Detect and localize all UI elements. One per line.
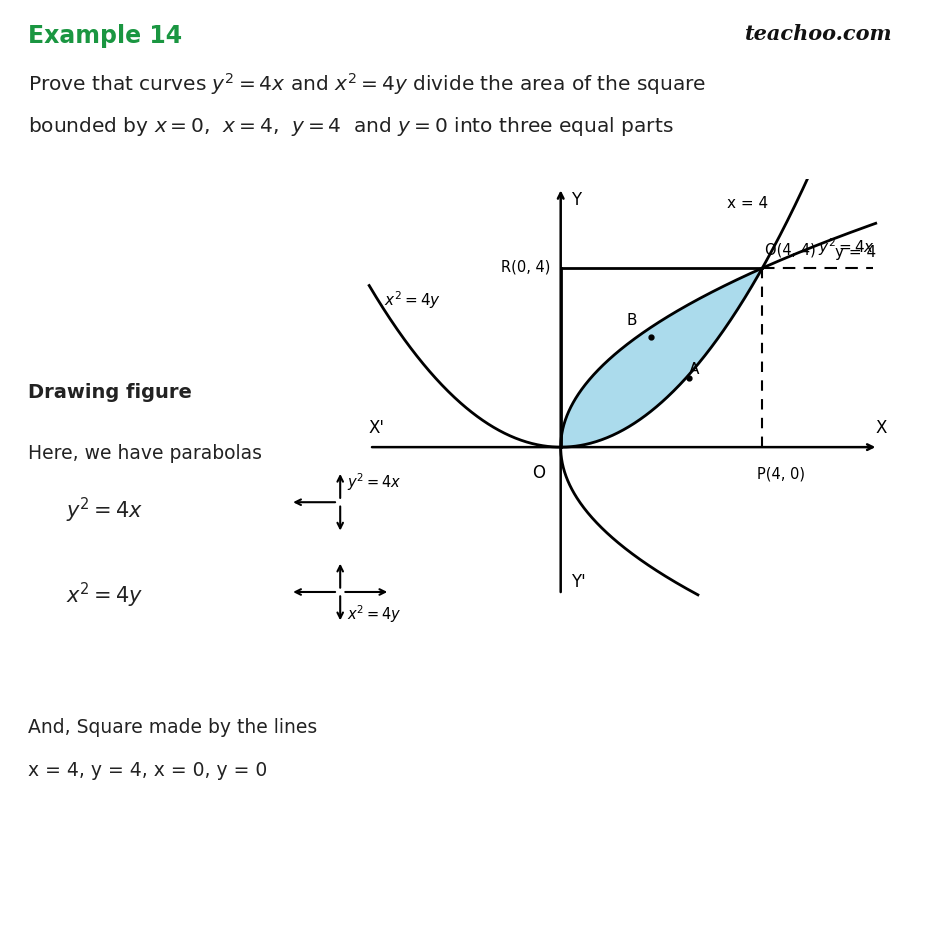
Text: $y^2 = 4x$: $y^2 = 4x$ [817, 236, 874, 258]
Text: Y': Y' [570, 573, 585, 591]
Text: O: O [532, 464, 545, 481]
Text: Example 14: Example 14 [28, 24, 182, 47]
Text: $x^2 = 4y$: $x^2 = 4y$ [384, 289, 441, 311]
Text: $x^2 = 4y$: $x^2 = 4y$ [346, 603, 401, 624]
Text: P(4, 0): P(4, 0) [756, 465, 804, 480]
Text: Drawing figure: Drawing figure [28, 382, 192, 401]
Text: y = 4: y = 4 [834, 244, 875, 260]
Text: And, Square made by the lines: And, Square made by the lines [28, 717, 317, 736]
Text: $y^2 = 4x$: $y^2 = 4x$ [66, 496, 143, 525]
Text: R(0, 4): R(0, 4) [500, 259, 550, 274]
Text: $y^2 = 4x$: $y^2 = 4x$ [346, 471, 401, 492]
Text: Here, we have parabolas: Here, we have parabolas [28, 444, 262, 463]
Text: X: X [874, 418, 885, 436]
Text: bounded by $x = 0$,  $x = 4$,  $y = 4$  and $y = 0$ into three equal parts: bounded by $x = 0$, $x = 4$, $y = 4$ and… [28, 115, 673, 138]
Text: Y: Y [570, 191, 581, 209]
Text: B: B [625, 312, 636, 328]
Text: X': X' [368, 418, 384, 436]
Text: x = 4, y = 4, x = 0, y = 0: x = 4, y = 4, x = 0, y = 0 [28, 760, 267, 779]
Text: O(4, 4): O(4, 4) [764, 243, 815, 258]
Text: Prove that curves $y^2 = 4x$ and $x^2 = 4y$ divide the area of the square: Prove that curves $y^2 = 4x$ and $x^2 = … [28, 71, 706, 96]
Text: A: A [688, 362, 699, 377]
Text: $x^2 = 4y$: $x^2 = 4y$ [66, 581, 143, 610]
Text: x = 4: x = 4 [726, 195, 767, 211]
Text: teachoo.com: teachoo.com [745, 24, 892, 43]
